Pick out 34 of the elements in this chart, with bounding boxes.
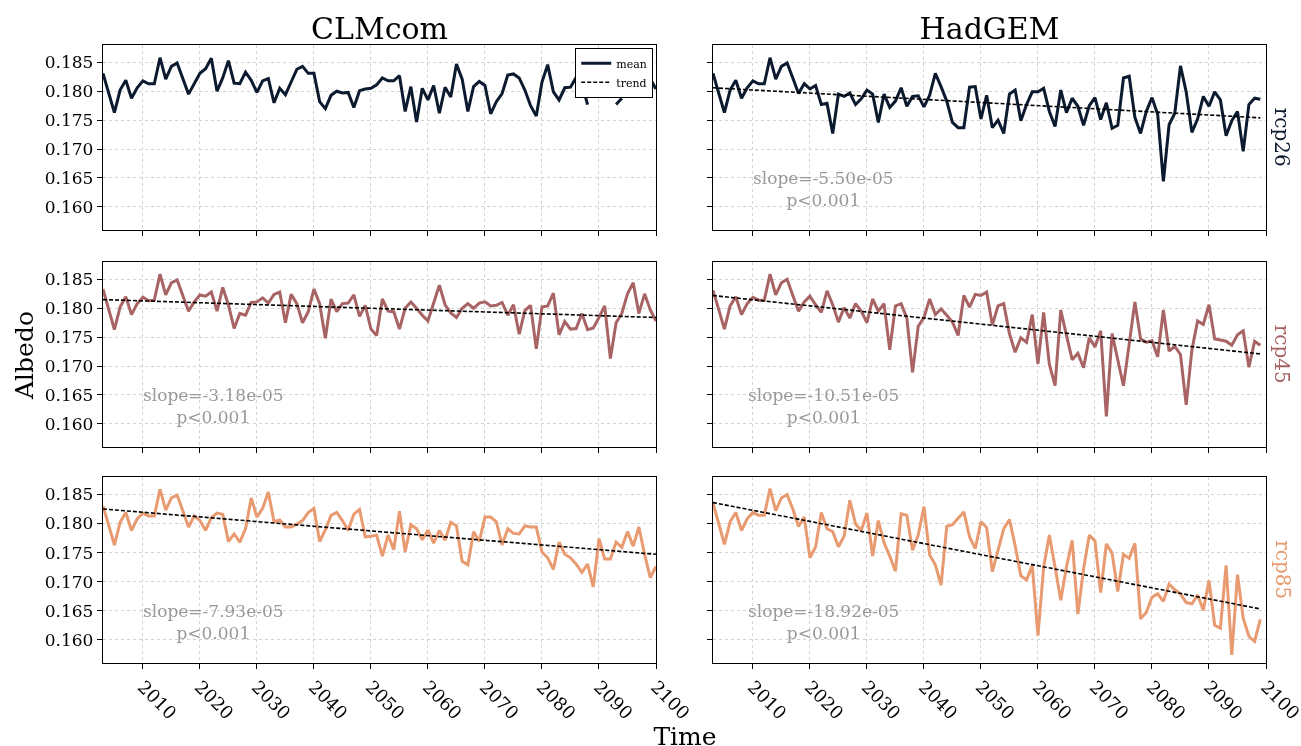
annotation: slope=-5.50e-05 p<0.001 (753, 168, 894, 211)
y-tick-label: 0.165 (44, 384, 94, 405)
x-axis-title: Time (653, 721, 717, 746)
y-tick-label: 0.175 (44, 542, 94, 563)
y-tick-label: 0.180 (44, 81, 94, 102)
legend-label: mean (616, 57, 647, 71)
line-series (103, 272, 656, 361)
line-series (103, 487, 656, 589)
annotation: slope=-10.51e-05 p<0.001 (748, 385, 900, 428)
y-tick-label: 0.185 (44, 484, 94, 505)
y-tick-label: 0.165 (44, 600, 94, 621)
y-tick-label: 0.175 (44, 327, 94, 348)
y2-axis-title: rcp26 (1270, 107, 1295, 167)
y-tick-label: 0.180 (44, 298, 94, 319)
legend-label: trend (616, 76, 647, 90)
y-tick-label: 0.170 (44, 571, 94, 592)
y2-axis-title: rcp45 (1270, 324, 1295, 384)
chart-title: HadGEM (919, 11, 1060, 46)
y-tick-label: 0.185 (44, 269, 94, 290)
y-tick-label: 0.180 (44, 513, 94, 534)
y-tick-label: 0.160 (44, 413, 94, 434)
annotation: slope=-3.18e-05 p<0.001 (143, 385, 284, 428)
annotation: slope=-18.92e-05 p<0.001 (748, 601, 900, 644)
annotation: slope=-7.93e-05 p<0.001 (143, 601, 284, 644)
y-tick-label: 0.170 (44, 139, 94, 160)
chart-title: CLMcom (311, 11, 448, 46)
y-tick-label: 0.160 (44, 629, 94, 650)
y2-axis-title: rcp85 (1270, 540, 1295, 600)
y-tick-label: 0.165 (44, 167, 94, 188)
y-tick-label: 0.160 (44, 196, 94, 217)
y-tick-label: 0.185 (44, 52, 94, 73)
y-tick-label: 0.170 (44, 356, 94, 377)
y-tick-label: 0.175 (44, 110, 94, 131)
y-axis-title: Albedo (9, 310, 39, 399)
